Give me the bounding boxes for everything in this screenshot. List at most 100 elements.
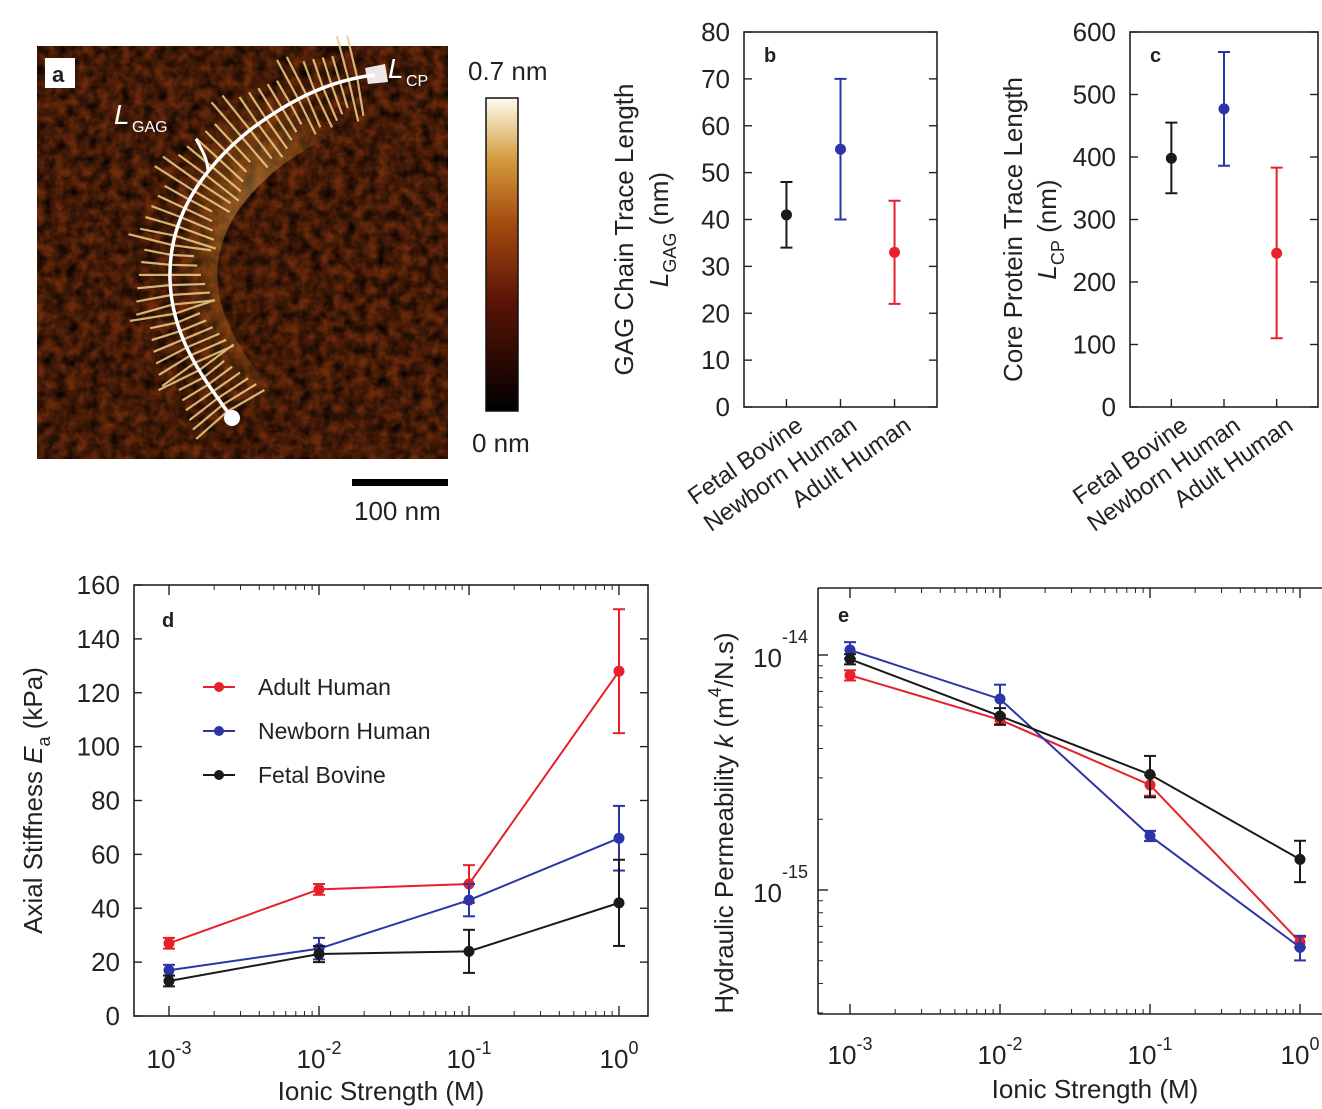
gag-bristle <box>249 129 273 160</box>
gag-bristle <box>217 158 245 183</box>
gag-bristle <box>346 35 359 79</box>
y-tick-label: 100 <box>1073 330 1116 360</box>
gag-bristle <box>204 130 227 153</box>
lcp-label-sub: CP <box>406 73 428 90</box>
series-line <box>849 649 1301 949</box>
gag-bristle <box>129 312 175 323</box>
y-tick-label: 50 <box>701 158 730 188</box>
y-axis-label: Hydraulic Permeability k (m4/N.s) <box>705 632 739 1013</box>
y-tick-label: 20 <box>91 947 120 977</box>
gag-bristle <box>207 365 233 386</box>
gag-bristle <box>157 194 186 210</box>
gag-bristle <box>347 79 360 122</box>
y-tick-label: 40 <box>91 893 120 923</box>
lcp-label: L <box>388 53 404 84</box>
y-tick-label: 400 <box>1073 142 1116 172</box>
gag-bristle <box>185 390 214 412</box>
panel-b-label: b <box>764 45 776 67</box>
x-axis-label: Ionic Strength (M) <box>278 1076 485 1106</box>
data-point <box>313 948 325 960</box>
gag-bristle <box>321 57 333 86</box>
y-tick-label: 0 <box>106 1001 120 1031</box>
gag-bristle <box>356 77 365 117</box>
data-point <box>1271 247 1283 259</box>
data-point <box>994 693 1006 705</box>
legend-marker <box>214 726 224 736</box>
gag-bristle <box>225 150 248 173</box>
data-point <box>1144 769 1156 781</box>
gag-bristle <box>275 80 292 105</box>
series-line <box>168 670 620 945</box>
y-tick-label: 80 <box>701 17 730 47</box>
series-line <box>849 658 1301 861</box>
panel-e-label: e <box>838 605 849 627</box>
data-point <box>1218 103 1230 115</box>
panel-c-label: c <box>1150 45 1161 67</box>
gag-bristle <box>232 143 252 163</box>
colorbar-max-label: 0.7 nm <box>468 56 548 86</box>
gag-bristle <box>178 376 205 392</box>
gag-bristle <box>164 184 190 201</box>
gag-bristle <box>257 87 275 114</box>
gag-bristle <box>273 112 293 141</box>
panel-a-label: a <box>52 62 65 87</box>
gag-bristle <box>195 137 220 160</box>
gag-bristle <box>177 153 207 176</box>
legend-label: Adult Human <box>258 674 391 700</box>
y-axis-label: GAG Chain Trace Length <box>609 84 639 376</box>
gag-bristle <box>194 344 234 364</box>
y-tick-label: 100 <box>77 732 120 762</box>
gag-bristle <box>176 312 201 324</box>
gag-bristle <box>192 404 224 431</box>
y-tick-label: 30 <box>701 251 730 281</box>
gag-bristle <box>214 123 235 145</box>
gag-bristle <box>210 101 243 138</box>
gag-bristle <box>170 282 206 287</box>
gag-bristle <box>335 35 350 81</box>
y-tick-label: 20 <box>701 298 730 328</box>
gag-bristle <box>172 244 212 252</box>
panel-e-chart: e 10-3 10-2 10-1 100 10-14 10-15 Ionic Strength… <box>705 587 1322 1104</box>
gag-bristle <box>281 107 298 133</box>
legend-marker <box>214 682 224 692</box>
gag-bristle <box>305 94 322 128</box>
gag-bristle <box>150 204 182 219</box>
y-tick-label: 40 <box>701 205 730 235</box>
y-tick-label: 300 <box>1073 205 1116 235</box>
gag-bristle <box>170 263 198 267</box>
gag-bristle <box>199 181 232 204</box>
y-tick-label: 80 <box>91 786 120 816</box>
gag-bristle <box>247 91 267 120</box>
gag-bristle <box>177 225 215 241</box>
x-axis-label: Ionic Strength (M) <box>992 1074 1199 1104</box>
data-point <box>1294 941 1306 953</box>
x-tick-label: 10-3 <box>828 1034 873 1070</box>
y-tick-label: 500 <box>1073 80 1116 110</box>
gag-bristle <box>161 362 196 388</box>
gag-bristle <box>312 58 325 89</box>
gag-bristle <box>266 83 284 109</box>
data-point <box>844 653 856 665</box>
gag-bristle <box>136 293 172 303</box>
y-tick-label: 10-14 <box>753 627 808 673</box>
gag-bristle <box>338 81 349 109</box>
data-point <box>1294 853 1306 865</box>
data-point <box>1165 152 1177 164</box>
gag-chain-trace <box>194 138 210 171</box>
gag-bristle <box>174 234 216 250</box>
gag-bristle <box>240 136 269 169</box>
y-tick-label: 140 <box>77 624 120 654</box>
y-tick-label: 70 <box>701 64 730 94</box>
data-point <box>844 644 856 656</box>
gag-bristle <box>221 383 257 406</box>
gag-bristle <box>171 253 195 258</box>
gag-bristle <box>289 102 303 125</box>
gag-bristle <box>137 283 171 290</box>
data-point <box>463 894 475 906</box>
y-tick-label: 200 <box>1073 267 1116 297</box>
gag-bristle <box>257 123 284 158</box>
series-line <box>849 674 1301 943</box>
y-tick-label: 10 <box>701 345 730 375</box>
